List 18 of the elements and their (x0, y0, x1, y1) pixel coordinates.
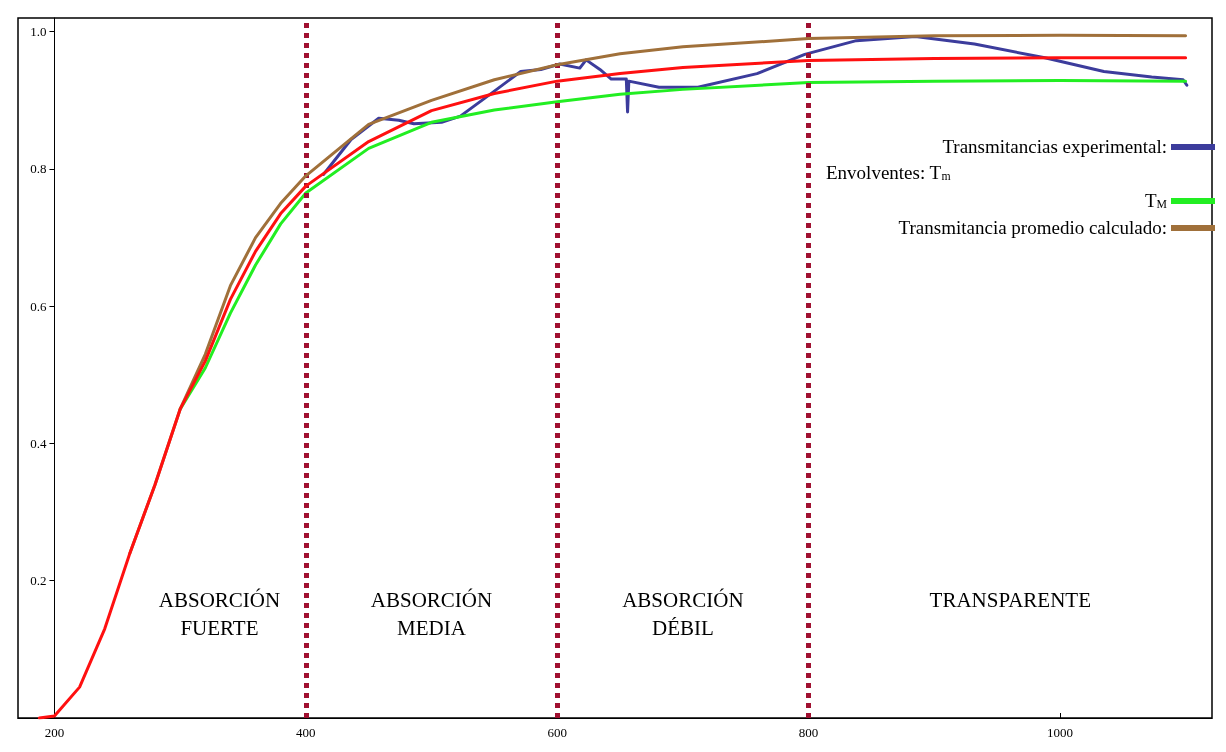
annotation: Envolventes: Tm (826, 162, 951, 183)
y-tick-label: 0.4 (30, 435, 47, 451)
legend-label: Transmitancia promedio calculado: (898, 217, 1168, 238)
annotation: ABSORCIÓN FUERTE (158, 588, 281, 640)
x-tick-label: 600 (547, 725, 567, 740)
y-tick-label: 0.6 (30, 298, 47, 314)
legend-label: Transmitancias experimental: (942, 136, 1167, 157)
annotation: ABSORCIÓN MEDIA (370, 588, 493, 640)
x-tick-label: 400 (296, 725, 316, 740)
x-tick-label: 800 (798, 725, 819, 740)
y-tick-label: 0.2 (30, 573, 47, 589)
y-tick-label: 1.0 (30, 24, 47, 40)
annotation: TRANSPARENTE (929, 588, 1091, 612)
y-tick-label: 0.8 (30, 161, 47, 177)
legend-label: TM (1144, 190, 1168, 211)
x-tick-label: 1000 (1046, 725, 1073, 740)
annotation: ABSORCIÓN DÉBIL (622, 588, 744, 640)
x-tick-label: 200 (44, 725, 65, 740)
